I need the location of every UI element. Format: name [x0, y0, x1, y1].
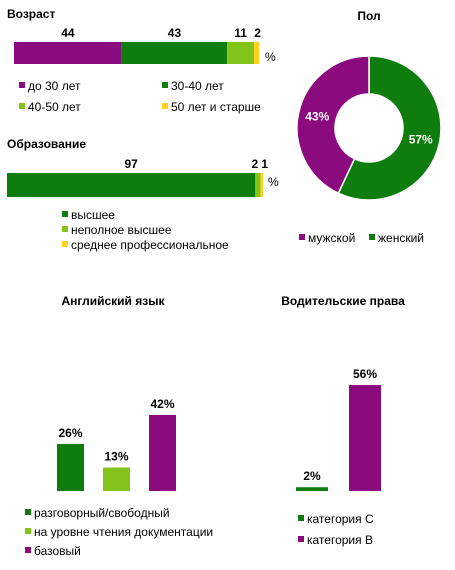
- bar: [149, 415, 176, 491]
- legend-swatch: [62, 211, 68, 217]
- age-bar-segment: [254, 42, 259, 64]
- age-bar-segment: [121, 42, 228, 64]
- bar-legend-label: разговорный/свободный: [34, 506, 170, 520]
- education-legend-label: высшее: [71, 208, 115, 222]
- donut-slice-label: 57%: [409, 133, 433, 147]
- bar-legend-label: категория В: [307, 533, 373, 547]
- age-legend: до 30 лет 30-40 лет 40-50 лет 50 лет и стар…: [19, 79, 261, 114]
- gender-legend: мужской женский: [299, 231, 424, 245]
- education-value-label: 2: [252, 157, 259, 171]
- age-title: Возраст: [7, 7, 55, 21]
- license-bar-chart: 2% 56%: [296, 367, 381, 491]
- age-value-label: 44: [61, 26, 75, 40]
- legend-swatch: [62, 226, 68, 232]
- legend-swatch: [25, 509, 31, 515]
- age-value-label: 2: [254, 26, 261, 40]
- bar: [296, 487, 328, 491]
- age-value-label: 43: [168, 26, 182, 40]
- bar-legend-label: на уровне чтения документации: [34, 525, 213, 539]
- legend-swatch: [298, 515, 304, 521]
- bar-value-label: 56%: [353, 367, 377, 381]
- donut-slice: [296, 55, 370, 195]
- legend-swatch: [299, 234, 305, 240]
- english-legend: разговорный/свободный на уровне чтения до…: [25, 506, 213, 558]
- age-bar-segment: [14, 42, 122, 64]
- education-value-label: 1: [261, 157, 268, 171]
- age-unit-label: %: [265, 50, 276, 64]
- education-legend-label: среднее профессиональное: [71, 238, 229, 252]
- age-legend-label: 40-50 лет: [28, 100, 81, 114]
- bar-value-label: 2%: [303, 469, 321, 483]
- age-legend-label: 30-40 лет: [171, 79, 224, 93]
- education-title: Образование: [7, 137, 86, 151]
- gender-title: Пол: [357, 9, 380, 23]
- age-value-label: 11: [234, 26, 247, 40]
- education-stacked-bar: 97 2 1: [7, 157, 268, 197]
- bar-value-label: 42%: [150, 397, 174, 411]
- education-value-label: 97: [124, 157, 138, 171]
- age-legend-label: до 30 лет: [28, 79, 81, 93]
- english-bar-chart: 26% 13% 42%: [57, 397, 176, 491]
- bar-legend-label: категория С: [307, 512, 374, 526]
- license-legend: категория С категория В: [298, 512, 374, 547]
- bar: [349, 385, 381, 491]
- donut-slice-label: 43%: [305, 109, 329, 123]
- gender-legend-label: женский: [378, 231, 424, 245]
- bar: [57, 443, 84, 491]
- education-bar-segment: [260, 173, 263, 197]
- bar-value-label: 26%: [58, 426, 82, 440]
- legend-swatch: [19, 82, 25, 88]
- education-bar-segment: [7, 173, 256, 197]
- age-stacked-bar: 44 43 11 2: [14, 26, 261, 64]
- age-bar-segment: [227, 42, 255, 64]
- english-title: Английский язык: [62, 294, 166, 308]
- education-legend-label: неполное высшее: [71, 223, 172, 237]
- legend-swatch: [162, 103, 168, 109]
- bar-value-label: 13%: [104, 449, 128, 463]
- gender-legend-label: мужской: [308, 231, 355, 245]
- donut-slice: [337, 55, 442, 201]
- education-bar-segment: [255, 173, 261, 197]
- legend-swatch: [162, 82, 168, 88]
- bar: [103, 467, 130, 491]
- legend-swatch: [369, 234, 375, 240]
- education-unit-label: %: [268, 175, 279, 189]
- legend-swatch: [298, 536, 304, 542]
- age-legend-label: 50 лет и старше: [171, 100, 261, 114]
- gender-donut-chart: 57% 43%: [296, 55, 442, 201]
- bar-legend-label: базовый: [34, 544, 81, 558]
- legend-swatch: [62, 241, 68, 247]
- license-title: Водительские права: [281, 294, 405, 308]
- legend-swatch: [25, 547, 31, 553]
- legend-swatch: [25, 528, 31, 534]
- legend-swatch: [19, 103, 25, 109]
